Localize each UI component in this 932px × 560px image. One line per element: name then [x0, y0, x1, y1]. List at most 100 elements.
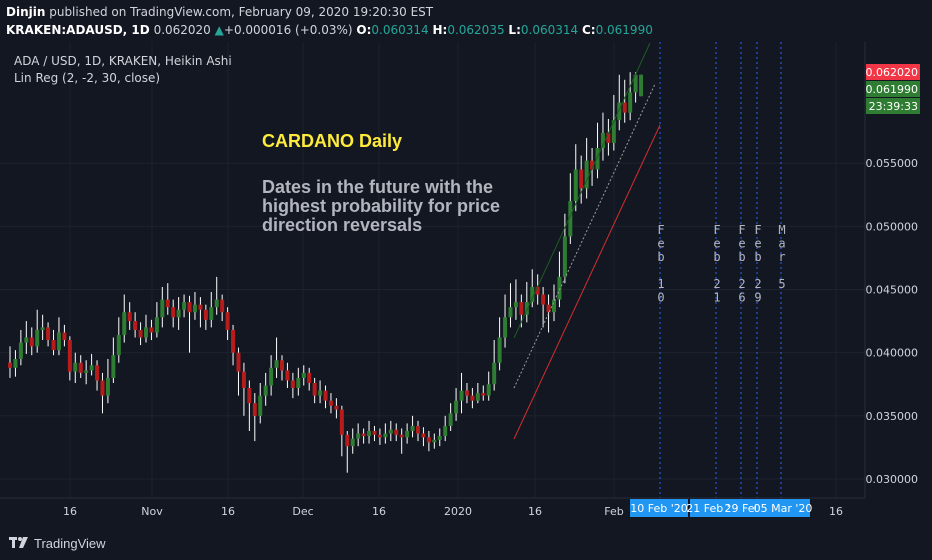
candle-body-down[interactable] — [290, 380, 295, 389]
candle-body-up[interactable] — [13, 358, 18, 368]
candle-body-down[interactable] — [231, 329, 236, 353]
price-chart[interactable]: 0.030000 0.035000 0.040000 0.045000 0.050000… — [0, 42, 932, 528]
candle-body-up[interactable] — [524, 302, 529, 315]
candle-body-down[interactable] — [138, 329, 143, 338]
candle-body-up[interactable] — [40, 327, 45, 330]
candle-body-up[interactable] — [318, 390, 323, 396]
candle-body-up[interactable] — [492, 362, 497, 385]
candle-body-down[interactable] — [203, 309, 208, 320]
candle-body-down[interactable] — [67, 340, 72, 372]
candle-body-down[interactable] — [535, 286, 540, 295]
candle-body-down[interactable] — [307, 372, 312, 383]
candle-body-up[interactable] — [144, 327, 148, 338]
candle-body-up[interactable] — [111, 355, 116, 378]
candle-body-down[interactable] — [46, 327, 51, 341]
candle-body-down[interactable] — [241, 371, 246, 389]
candle-body-down[interactable] — [252, 403, 257, 416]
candle-body-down[interactable] — [236, 352, 241, 372]
series-legend[interactable]: ADA / USD, 1D, KRAKEN, Heikin Ashi — [14, 54, 232, 68]
candle-body-down[interactable] — [421, 433, 426, 438]
candle-body-up[interactable] — [89, 365, 94, 371]
candle-body-up[interactable] — [24, 337, 29, 343]
candle-body-up[interactable] — [568, 201, 573, 237]
candle-body-down[interactable] — [171, 307, 176, 318]
candle-body-down[interactable] — [280, 360, 284, 371]
candle-body-up[interactable] — [557, 276, 562, 300]
candle-body-down[interactable] — [464, 390, 469, 396]
candle-body-up[interactable] — [459, 390, 464, 401]
candle-body-down[interactable] — [622, 102, 627, 113]
candle-body-up[interactable] — [154, 317, 159, 333]
candle-body-up[interactable] — [503, 317, 508, 338]
candle-body-up[interactable] — [209, 307, 214, 320]
candle-body-up[interactable] — [388, 429, 393, 434]
candle-body-down[interactable] — [323, 390, 328, 401]
candle-body-down[interactable] — [339, 409, 344, 435]
candle-body-up[interactable] — [448, 413, 453, 426]
candle-body-down[interactable] — [62, 332, 67, 341]
time-axis[interactable]: 16 Nov 16 Dec 16 2020 16 Feb 16 — [63, 505, 843, 518]
candle-body-up[interactable] — [269, 367, 274, 386]
candle-body-down[interactable] — [579, 169, 584, 189]
candle-body-up[interactable] — [486, 384, 491, 396]
candle-body-down[interactable] — [372, 430, 377, 435]
candle-body-up[interactable] — [617, 102, 622, 121]
candle-body-up[interactable] — [367, 430, 372, 437]
candle-body-up[interactable] — [160, 299, 165, 318]
candle-body-down[interactable] — [312, 382, 317, 396]
candle-body-down[interactable] — [247, 388, 252, 404]
candle-body-down[interactable] — [78, 362, 83, 373]
candles[interactable] — [8, 72, 644, 473]
candle-body-down[interactable] — [519, 302, 524, 315]
candle-body-down[interactable] — [416, 425, 420, 434]
candle-body-up[interactable] — [263, 385, 268, 396]
candle-body-down[interactable] — [546, 304, 551, 313]
candle-body-down[interactable] — [328, 400, 333, 406]
candle-body-up[interactable] — [274, 360, 279, 368]
candle-body-down[interactable] — [426, 437, 431, 443]
candle-body-down[interactable] — [198, 304, 203, 310]
candle-body-down[interactable] — [51, 340, 56, 351]
candle-body-up[interactable] — [552, 299, 556, 313]
candle-body-down[interactable] — [220, 299, 225, 313]
candle-body-up[interactable] — [530, 286, 535, 303]
candle-body-up[interactable] — [18, 342, 23, 359]
candle-body-up[interactable] — [105, 377, 110, 396]
candle-body-down[interactable] — [399, 434, 404, 438]
candle-body-up[interactable] — [258, 395, 263, 416]
candle-body-up[interactable] — [475, 393, 480, 401]
candle-body-down[interactable] — [394, 429, 399, 435]
candle-body-down[interactable] — [29, 337, 34, 347]
publisher-name[interactable]: Dinjin — [6, 5, 46, 19]
regression-upper-line[interactable] — [513, 42, 651, 339]
candle-body-up[interactable] — [584, 160, 589, 189]
candle-body-up[interactable] — [595, 148, 600, 170]
candle-body-up[interactable] — [116, 334, 121, 356]
candle-body-up[interactable] — [35, 329, 40, 347]
candle-body-up[interactable] — [192, 304, 197, 313]
candle-body-down[interactable] — [8, 362, 12, 368]
candle-body-down[interactable] — [127, 312, 132, 322]
tradingview-brand[interactable]: TradingView — [34, 536, 106, 551]
candle-body-down[interactable] — [481, 393, 486, 396]
candle-body-up[interactable] — [214, 299, 219, 308]
candle-body-up[interactable] — [405, 430, 410, 438]
regression-lower-line[interactable] — [513, 124, 661, 440]
candle-body-down[interactable] — [285, 370, 290, 381]
candle-body-down[interactable] — [100, 380, 105, 396]
candle-body-up[interactable] — [350, 438, 355, 447]
tradingview-logo-icon[interactable] — [8, 534, 30, 550]
candle-body-down[interactable] — [334, 405, 339, 410]
candle-body-up[interactable] — [628, 92, 633, 113]
candle-body-up[interactable] — [356, 433, 361, 439]
candle-body-up[interactable] — [573, 169, 578, 202]
candle-body-up[interactable] — [410, 425, 415, 431]
indicator-legend[interactable]: Lin Reg (2, -2, 30, close) — [14, 71, 160, 85]
candle-body-down[interactable] — [225, 312, 230, 330]
candle-body-up[interactable] — [508, 307, 513, 318]
candle-body-up[interactable] — [497, 337, 502, 363]
candle-body-up[interactable] — [56, 332, 61, 351]
candle-body-up[interactable] — [383, 433, 388, 438]
candle-body-up[interactable] — [437, 436, 442, 440]
candle-body-up[interactable] — [633, 74, 638, 93]
